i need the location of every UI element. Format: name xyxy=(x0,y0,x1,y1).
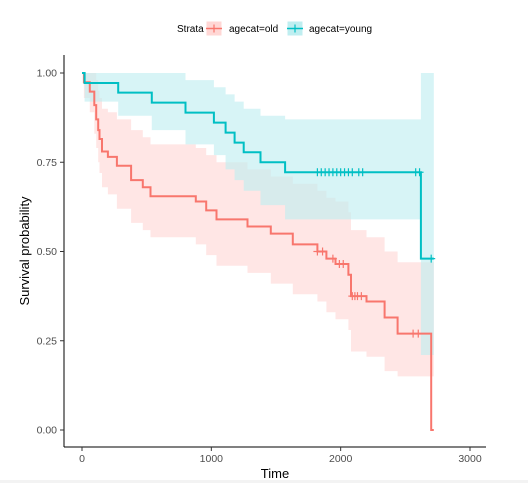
x-axis-label: Time xyxy=(261,466,289,480)
legend-title: Strata xyxy=(177,24,204,35)
confidence-band-agecat-young xyxy=(82,73,434,355)
survival-curves xyxy=(82,72,434,431)
y-tick-label: 0.25 xyxy=(37,335,58,347)
censor-mark-agecat-young xyxy=(358,168,367,177)
censor-mark-agecat-old xyxy=(339,259,348,268)
axis-ticks: 0 1000 2000 3000 0.00 0.25 0.50 0.75 1.00 xyxy=(37,68,482,466)
y-tick-label: 1.00 xyxy=(37,68,58,80)
confidence-bands xyxy=(82,73,434,377)
censor-mark-agecat-old xyxy=(318,247,327,256)
legend-label-young: agecat=young xyxy=(309,24,372,35)
x-tick-label: 3000 xyxy=(458,453,482,465)
legend-label-old: agecat=old xyxy=(229,24,278,35)
censor-mark-agecat-old xyxy=(414,329,423,338)
censor-mark-agecat-young xyxy=(415,168,424,177)
censor-mark-agecat-old xyxy=(328,254,337,263)
censor-marks xyxy=(313,168,436,338)
survival-curve-agecat-old xyxy=(82,72,434,431)
y-axis-label: Survival probability xyxy=(17,196,32,306)
censor-mark-agecat-old xyxy=(357,292,366,301)
x-tick-label: 1000 xyxy=(200,453,224,465)
y-tick-label: 0.75 xyxy=(37,157,58,169)
censor-mark-agecat-young xyxy=(427,254,436,263)
survival-curve-agecat-young xyxy=(82,72,434,260)
axes: 0 1000 2000 3000 0.00 0.25 0.50 0.75 1.00 xyxy=(37,55,486,465)
x-tick-label: 0 xyxy=(79,453,85,465)
y-tick-label: 0.00 xyxy=(37,425,58,437)
y-tick-label: 0.50 xyxy=(37,246,58,258)
x-tick-label: 2000 xyxy=(329,453,353,465)
legend: Strata agecat=old agecat=young xyxy=(177,20,372,37)
bottom-strip xyxy=(0,480,528,483)
confidence-band-agecat-old xyxy=(82,73,434,377)
